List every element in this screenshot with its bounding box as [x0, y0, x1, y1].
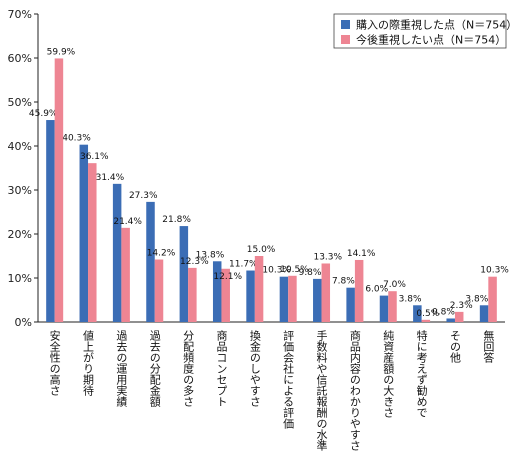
data-label-series-2-9: 13.3% [313, 252, 342, 262]
data-label-series-2-12: 0.5% [416, 309, 439, 319]
y-tick-label: 10% [8, 272, 32, 285]
bar-series-2-3 [121, 227, 130, 322]
data-label-series-1-5: 21.8% [162, 215, 191, 225]
bar-series-2-14 [488, 276, 497, 322]
data-label-series-1-13: 0.8% [432, 307, 455, 317]
data-label-series-2-14: 10.3% [480, 266, 509, 276]
y-tick-label: 0% [15, 316, 32, 329]
category-label-7: 換金のしやすさ [248, 330, 261, 407]
data-label-series-2-8: 10.5% [280, 265, 309, 275]
chart-bars: 45.9% 40.3% 31.4% 27.3% 21.8% 13.8% 11.7% 10.3%… [29, 47, 509, 322]
category-label-4: 過去の分配金額 [148, 330, 161, 408]
data-label-series-2-11: 7.0% [383, 280, 406, 290]
bar-series-2-9 [321, 263, 331, 322]
data-label-series-2-2: 36.1% [80, 152, 109, 162]
category-label-1: 安全性の高さ [48, 329, 61, 396]
category-label-12: 特に考えず勧めで [415, 329, 428, 418]
data-label-series-2-1: 59.9% [47, 47, 76, 57]
data-label-series-2-13: 2.3% [450, 301, 473, 311]
category-label-3: 過去の運用実績 [115, 330, 128, 408]
data-label-series-1-2: 40.3% [62, 134, 91, 144]
bar-series-2-10 [354, 259, 364, 322]
category-labels: 安全性の高さ 値上がり期待 過去の運用実績 過去の分配金額 分配頻度の多さ 商品コンセプト… [48, 329, 495, 452]
bar-series-1-10 [346, 287, 355, 322]
data-label-series-1-7: 11.7% [229, 260, 258, 270]
category-label-10: 商品内容のわかりやすさ [348, 329, 361, 451]
bar-series-1-5 [179, 226, 189, 322]
bar-series-1-13 [446, 318, 455, 322]
bar-series-2-11 [388, 291, 397, 322]
data-label-series-1-11: 6.0% [365, 285, 388, 295]
data-label-series-2-4: 14.2% [147, 249, 176, 259]
data-label-series-2-3: 21.4% [113, 217, 142, 227]
bar-series-2-12 [421, 319, 431, 322]
data-label-series-1-9: 9.8% [299, 268, 322, 278]
y-tick-label: 50% [8, 96, 32, 109]
bar-series-2-13 [454, 311, 464, 322]
category-label-2: 値上がり期待 [82, 330, 95, 397]
legend-box [333, 13, 507, 49]
y-tick-label: 70% [8, 8, 32, 21]
data-label-series-2-10: 14.1% [347, 249, 376, 259]
bar-series-1-2 [79, 144, 89, 322]
bar-series-1-12 [413, 305, 422, 322]
bar-series-1-11 [379, 295, 389, 322]
category-label-14: 無回答 [482, 329, 495, 364]
category-label-13: その他 [448, 330, 461, 363]
legend-label-series-1: 購入の際重視した点（N＝754） [356, 18, 517, 32]
bar-series-1-6 [212, 261, 222, 322]
legend: 購入の際重視した点（N＝754） 今後重視したい点（N＝754） [333, 13, 517, 49]
data-label-series-1-8: 10.3% [262, 266, 291, 276]
legend-swatch-series-2 [341, 35, 350, 44]
category-label-5: 分配頻度の多さ [182, 330, 195, 407]
y-tick-label: 20% [8, 228, 32, 241]
bar-series-1-14 [479, 305, 489, 322]
category-label-9: 手数料や信託報酬の水準 [315, 329, 328, 452]
data-label-series-2-5: 12.3% [180, 257, 209, 267]
bar-series-2-2 [88, 163, 97, 322]
bar-series-2-4 [154, 259, 164, 322]
data-label-series-1-14: 3.8% [465, 294, 488, 304]
data-label-series-1-12: 3.8% [399, 294, 422, 304]
y-tick-label: 60% [8, 52, 32, 65]
data-label-series-1-1: 45.9% [29, 109, 58, 119]
data-label-series-1-3: 31.4% [96, 173, 125, 183]
bar-series-2-8 [288, 275, 297, 322]
category-label-11: 純資産額の大きさ [382, 330, 395, 418]
bar-series-1-1 [46, 120, 55, 322]
bar-series-2-5 [188, 267, 197, 322]
bar-series-1-4 [146, 201, 155, 322]
y-tick-label: 30% [8, 184, 32, 197]
data-label-series-2-6: 12.1% [213, 272, 242, 282]
bar-series-1-9 [313, 278, 322, 322]
legend-label-series-2: 今後重視したい点（N＝754） [356, 33, 506, 47]
data-label-series-1-4: 27.3% [129, 191, 158, 201]
category-label-6: 商品コンセプト [215, 329, 228, 407]
data-label-series-1-10: 7.8% [332, 277, 355, 287]
bar-series-2-1 [54, 58, 64, 322]
y-tick-label: 40% [8, 140, 32, 153]
data-label-series-2-7: 15.0% [247, 245, 276, 255]
category-label-8: 評価会社による評価 [282, 329, 295, 429]
legend-swatch-series-1 [341, 20, 350, 29]
bar-series-2-6 [221, 268, 230, 322]
bar-series-1-3 [112, 183, 122, 322]
bar-series-1-8 [279, 276, 289, 322]
bar-series-2-7 [254, 256, 264, 322]
data-label-series-1-6: 13.8% [196, 250, 225, 260]
bar-series-1-7 [246, 270, 255, 322]
